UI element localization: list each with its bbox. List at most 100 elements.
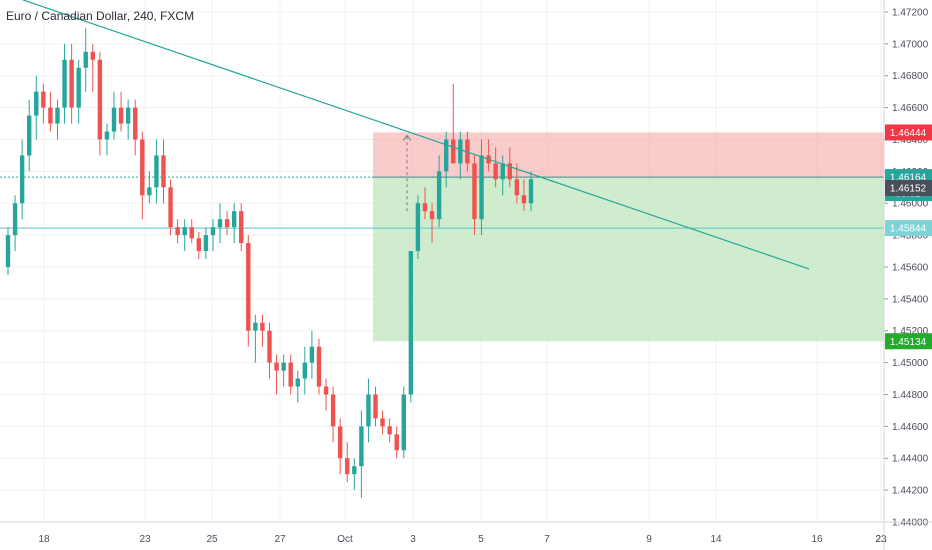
candle-body: [175, 227, 180, 236]
candle-body: [500, 163, 505, 180]
y-tick-label: 1.46600: [892, 103, 929, 114]
y-tick-label: 1.46000: [892, 199, 929, 210]
candle-body: [118, 107, 124, 124]
candle-body: [359, 426, 364, 467]
candle-body: [295, 378, 300, 387]
price-label-text: 1.46444: [890, 128, 927, 139]
x-tick-label: 16: [811, 534, 823, 545]
candle-body: [97, 59, 103, 140]
candle-body: [62, 59, 67, 108]
candle-body: [83, 51, 88, 68]
y-tick-label: 1.44000: [892, 518, 929, 529]
position-zones: [373, 132, 884, 342]
y-tick-label: 1.44400: [892, 454, 929, 465]
y-tick-label: 1.44200: [892, 486, 929, 497]
candle-body: [493, 163, 498, 180]
candle-body: [104, 131, 110, 140]
candle-body: [267, 330, 272, 363]
candles: [5, 27, 534, 499]
chart-title: Euro / Canadian Dollar, 240, FXCM: [6, 9, 195, 23]
candle-body: [133, 107, 138, 140]
candle-body: [125, 107, 131, 124]
y-tick-label: 1.45400: [892, 294, 929, 305]
candle-body: [55, 107, 60, 124]
candle-body: [401, 394, 406, 451]
y-tick-label: 1.46800: [892, 71, 929, 82]
projection-arrowhead: [402, 134, 412, 141]
candle-body: [443, 139, 449, 172]
candle-body: [373, 394, 378, 419]
x-tick-label: Oct: [337, 534, 353, 545]
candle-body: [203, 235, 209, 252]
price-label-box: [885, 220, 932, 237]
x-tick-label: 14: [710, 534, 722, 545]
candle-body: [19, 155, 25, 204]
horizontal-lines: [0, 176, 884, 229]
candle-body: [48, 107, 53, 124]
price-label-text: 1.45844: [890, 224, 927, 235]
x-tick-label: 9: [646, 534, 652, 545]
candle-body: [260, 322, 265, 331]
candle-body: [111, 107, 117, 132]
price-label-text: 1.46152: [890, 184, 927, 195]
candle-body: [140, 139, 145, 196]
candle-body: [316, 346, 322, 387]
candle-body: [12, 203, 18, 236]
candle-body: [302, 362, 308, 379]
candle-body: [76, 67, 81, 108]
candle-body: [422, 203, 428, 212]
candle-body: [352, 466, 357, 475]
candle-body: [429, 211, 435, 220]
candle-body: [514, 179, 520, 196]
candle-body: [154, 155, 159, 188]
x-tick-label: 7: [544, 534, 550, 545]
price-label-box: [885, 333, 932, 350]
price-label-text: 1.46164: [890, 173, 927, 184]
candle-body: [288, 362, 293, 387]
candle-body: [196, 238, 202, 252]
y-tick-label: 1.46400: [892, 135, 929, 146]
candle-body: [415, 203, 421, 252]
y-tick-label: 1.47200: [892, 7, 929, 18]
candle-body: [479, 155, 484, 220]
take-profit-zone: [373, 177, 884, 342]
y-tick-label: 1.44600: [892, 422, 929, 433]
candle-body: [323, 386, 329, 395]
candle-body: [528, 179, 534, 204]
x-tick-label: 25: [206, 534, 218, 545]
candle-body: [224, 219, 230, 228]
x-tick-label: 18: [38, 534, 50, 545]
y-tick-label: 1.45200: [892, 326, 929, 337]
trendline[interactable]: [0, 0, 810, 270]
candle-body: [27, 115, 32, 156]
candle-body: [380, 418, 385, 427]
candle-body: [451, 139, 456, 164]
x-tick-label: 23: [875, 534, 887, 545]
candle-body: [210, 227, 216, 236]
candle-body: [337, 426, 343, 459]
x-tick-label: 3: [410, 534, 416, 545]
y-tick-label: 1.47000: [892, 39, 929, 50]
candle-body: [182, 227, 187, 236]
price-label-text: 1.45134: [890, 337, 927, 348]
price-label-box: [885, 124, 932, 141]
candle-body: [189, 227, 194, 239]
candle-body: [330, 394, 336, 427]
x-tick-label: 27: [274, 534, 286, 545]
price-label-box: [885, 180, 932, 197]
y-tick-label: 1.45800: [892, 231, 929, 242]
candle-body: [69, 59, 74, 108]
candle-body: [246, 243, 251, 331]
stop-loss-zone: [373, 132, 884, 178]
candle-body: [168, 187, 173, 228]
candle-body: [274, 362, 279, 371]
x-tick-label: 21: [875, 534, 887, 545]
candle-body: [217, 219, 223, 228]
candle-body: [394, 434, 399, 451]
candle-body: [458, 139, 463, 164]
candle-body: [366, 394, 371, 427]
candle-body: [472, 163, 477, 220]
